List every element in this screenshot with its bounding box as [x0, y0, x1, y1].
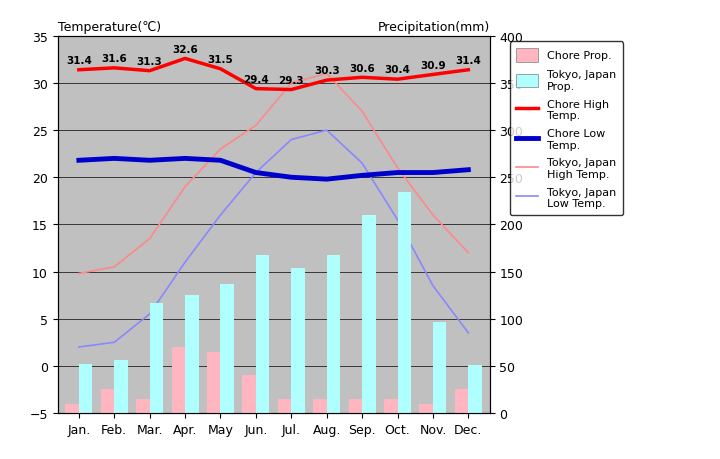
Text: 29.3: 29.3: [279, 76, 304, 86]
Bar: [243, 375, 256, 413]
Bar: [420, 404, 433, 413]
Bar: [292, 268, 305, 413]
Bar: [327, 255, 340, 413]
Bar: [384, 399, 397, 413]
Bar: [79, 364, 92, 413]
Text: 30.9: 30.9: [420, 61, 446, 71]
Text: 31.6: 31.6: [102, 54, 127, 64]
Text: 30.6: 30.6: [349, 63, 375, 73]
Text: 29.4: 29.4: [243, 75, 269, 85]
Bar: [171, 347, 185, 413]
Bar: [101, 390, 114, 413]
Bar: [136, 399, 150, 413]
Text: Temperature(℃): Temperature(℃): [58, 21, 161, 34]
Bar: [114, 360, 127, 413]
Bar: [278, 399, 292, 413]
Bar: [207, 352, 220, 413]
Bar: [66, 404, 79, 413]
Bar: [220, 284, 234, 413]
Bar: [455, 390, 468, 413]
Bar: [362, 215, 376, 413]
Bar: [397, 193, 411, 413]
Bar: [256, 255, 269, 413]
Bar: [433, 323, 446, 413]
Bar: [348, 399, 362, 413]
Bar: [313, 399, 327, 413]
Text: 30.3: 30.3: [314, 66, 340, 76]
Text: 31.5: 31.5: [207, 55, 233, 65]
Text: 32.6: 32.6: [172, 45, 198, 55]
Text: 31.4: 31.4: [66, 56, 91, 66]
Text: 31.3: 31.3: [137, 57, 163, 67]
Bar: [185, 296, 199, 413]
Text: 30.4: 30.4: [384, 65, 410, 75]
Text: Precipitation(mm): Precipitation(mm): [377, 21, 490, 34]
Text: 31.4: 31.4: [456, 56, 481, 66]
Bar: [468, 365, 482, 413]
Legend: Chore Prop., Tokyo, Japan
Prop., Chore High
Temp., Chore Low
Temp., Tokyo, Japan: Chore Prop., Tokyo, Japan Prop., Chore H…: [510, 42, 624, 216]
Bar: [150, 303, 163, 413]
